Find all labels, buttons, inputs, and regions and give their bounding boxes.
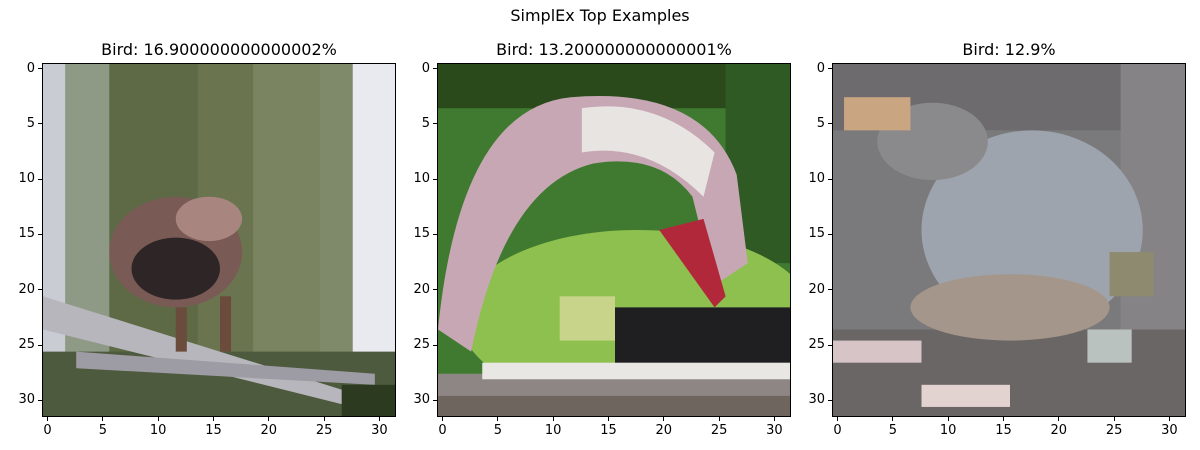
x-tick-label: 5: [98, 423, 107, 438]
x-tick-mark: [1002, 417, 1004, 421]
x-tick-mark: [212, 417, 214, 421]
y-tick-mark: [828, 399, 832, 401]
y-tick-label: 25: [413, 337, 430, 353]
y-tick-label: 15: [18, 226, 35, 242]
y-tick-mark: [38, 344, 42, 346]
x-tick-label: 10: [544, 423, 562, 438]
y-tick-mark: [38, 289, 42, 291]
y-tick-mark: [433, 178, 437, 180]
y-tick-label: 20: [808, 281, 825, 297]
y-tick-mark: [433, 123, 437, 125]
y-tick-label: 5: [421, 115, 430, 131]
x-tick-mark: [378, 417, 380, 421]
x-tick-label: 30: [1161, 423, 1178, 438]
x-tick-label: 25: [710, 423, 728, 438]
x-tick-mark: [1058, 417, 1060, 421]
y-tick-mark: [433, 233, 437, 235]
y-tick-label: 15: [413, 226, 430, 242]
y-tick-mark: [38, 68, 42, 70]
y-tick-label: 0: [816, 60, 825, 76]
x-tick-label: 0: [438, 423, 447, 438]
y-tick-label: 20: [413, 281, 430, 297]
x-tick-label: 25: [315, 423, 333, 438]
y-tick-label: 20: [18, 281, 35, 297]
x-tick-mark: [892, 417, 894, 421]
y-tick-mark: [38, 233, 42, 235]
y-tick-label: 30: [18, 392, 35, 408]
x-tick-label: 20: [260, 423, 278, 438]
y-tick-label: 5: [26, 115, 35, 131]
grey-bird-image: [833, 64, 1185, 416]
x-tick-mark: [157, 417, 159, 421]
x-tick-label: 10: [149, 423, 167, 438]
x-tick-mark: [773, 417, 775, 421]
y-tick-label: 25: [808, 337, 825, 353]
flamingo-image: [438, 64, 790, 416]
y-tick-label: 30: [413, 392, 430, 408]
y-tick-mark: [828, 233, 832, 235]
y-tick-label: 10: [413, 171, 430, 187]
y-tick-mark: [828, 123, 832, 125]
y-tick-mark: [433, 344, 437, 346]
x-tick-mark: [1168, 417, 1170, 421]
x-tick-label: 15: [995, 423, 1012, 438]
x-tick-mark: [102, 417, 104, 421]
x-tick-mark: [837, 417, 839, 421]
y-tick-mark: [828, 289, 832, 291]
x-tick-label: 30: [766, 423, 783, 438]
y-tick-mark: [433, 399, 437, 401]
y-tick-mark: [433, 68, 437, 70]
x-tick-label: 0: [833, 423, 842, 438]
y-tick-label: 25: [18, 337, 35, 353]
y-tick-label: 0: [26, 60, 35, 76]
panel-1-title: Bird: 16.900000000000002%: [101, 40, 337, 59]
y-tick-mark: [828, 68, 832, 70]
x-tick-mark: [47, 417, 49, 421]
x-tick-label: 10: [939, 423, 957, 438]
x-tick-label: 30: [371, 423, 388, 438]
bird-perched-image: [43, 64, 395, 416]
y-tick-label: 5: [816, 115, 825, 131]
y-tick-label: 15: [808, 226, 825, 242]
y-tick-label: 0: [421, 60, 430, 76]
x-tick-label: 0: [43, 423, 52, 438]
x-tick-label: 15: [600, 423, 617, 438]
x-tick-mark: [947, 417, 949, 421]
y-tick-mark: [38, 178, 42, 180]
x-tick-mark: [442, 417, 444, 421]
x-tick-mark: [663, 417, 665, 421]
x-tick-mark: [268, 417, 270, 421]
x-tick-label: 15: [205, 423, 222, 438]
x-tick-label: 20: [655, 423, 673, 438]
y-tick-label: 10: [18, 171, 35, 187]
panel-3-title: Bird: 12.9%: [962, 40, 1056, 59]
y-tick-mark: [38, 123, 42, 125]
y-tick-mark: [433, 289, 437, 291]
panel-3-image: [832, 63, 1186, 417]
x-tick-mark: [552, 417, 554, 421]
y-tick-label: 10: [808, 171, 825, 187]
x-tick-mark: [497, 417, 499, 421]
x-tick-mark: [718, 417, 720, 421]
x-tick-label: 20: [1050, 423, 1068, 438]
panel-2-title: Bird: 13.200000000000001%: [496, 40, 732, 59]
y-tick-mark: [828, 178, 832, 180]
figure-title: SimplEx Top Examples: [510, 6, 690, 25]
y-tick-mark: [828, 344, 832, 346]
panel-2-image: [437, 63, 791, 417]
x-tick-label: 25: [1105, 423, 1123, 438]
x-tick-label: 5: [888, 423, 897, 438]
x-tick-mark: [607, 417, 609, 421]
y-tick-mark: [38, 399, 42, 401]
y-tick-label: 30: [808, 392, 825, 408]
panel-1-image: [42, 63, 396, 417]
x-tick-label: 5: [493, 423, 502, 438]
x-tick-mark: [323, 417, 325, 421]
x-tick-mark: [1113, 417, 1115, 421]
